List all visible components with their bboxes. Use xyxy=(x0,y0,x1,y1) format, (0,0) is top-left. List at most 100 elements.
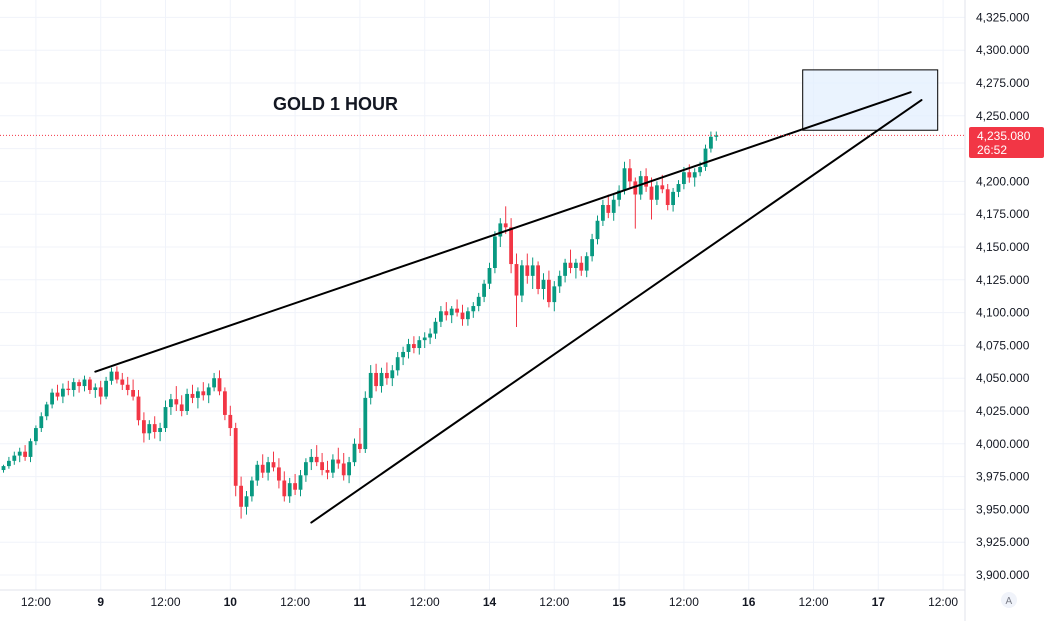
x-tick-label: 12:00 xyxy=(928,595,958,609)
candle xyxy=(34,425,38,446)
candle xyxy=(606,194,611,219)
candle xyxy=(304,458,308,482)
candle-body xyxy=(217,378,222,392)
x-tick-label: 11 xyxy=(354,595,367,609)
candle xyxy=(223,387,227,421)
candle xyxy=(196,387,200,409)
x-tick-label: 16 xyxy=(742,595,756,609)
candle xyxy=(595,215,600,245)
candle-body xyxy=(579,262,584,271)
candle xyxy=(590,233,594,262)
candle-body xyxy=(212,378,216,388)
candle-body xyxy=(649,186,654,200)
y-tick-label: 4,325.000 xyxy=(976,10,1030,24)
candle-body xyxy=(206,387,211,396)
target-box[interactable] xyxy=(802,69,939,131)
candle xyxy=(309,449,314,471)
last-price-label: 4,235.080 xyxy=(977,129,1031,143)
candle-body xyxy=(131,390,135,397)
candle xyxy=(347,456,351,484)
candle xyxy=(201,382,206,401)
candle-body xyxy=(201,391,206,396)
candle-body xyxy=(228,414,233,429)
candle xyxy=(39,412,44,432)
auto-scale-label[interactable]: A xyxy=(1006,596,1013,607)
candle xyxy=(93,383,98,398)
candle-body xyxy=(44,404,49,417)
candle xyxy=(61,383,65,404)
candle-body xyxy=(266,462,270,473)
candle-body xyxy=(433,321,438,334)
candle-body xyxy=(444,311,449,316)
candle-body xyxy=(601,205,605,221)
candle xyxy=(476,292,481,312)
candle xyxy=(622,161,627,195)
candle-body xyxy=(563,262,567,276)
x-tick-label: 17 xyxy=(872,595,886,609)
x-tick-label: 9 xyxy=(97,595,104,609)
candle-body xyxy=(223,391,227,415)
candle xyxy=(428,328,432,345)
candle xyxy=(493,231,497,274)
candle xyxy=(563,258,567,283)
candle xyxy=(536,261,540,295)
y-tick-label: 4,200.000 xyxy=(976,174,1030,188)
candle-body xyxy=(352,443,357,463)
candle xyxy=(228,405,233,436)
candle xyxy=(433,317,438,339)
candle-body xyxy=(633,181,638,195)
candle-body xyxy=(660,185,665,190)
upper-wedge-line[interactable] xyxy=(94,91,912,373)
y-tick-label: 4,125.000 xyxy=(976,273,1030,287)
candle-body xyxy=(174,399,179,405)
candle-body xyxy=(185,393,189,411)
candle-body xyxy=(547,279,551,303)
candle xyxy=(665,184,670,211)
candle-body xyxy=(395,357,400,371)
candle xyxy=(298,470,303,497)
candle xyxy=(385,362,389,385)
candle xyxy=(460,304,465,326)
candle xyxy=(520,260,524,303)
candle xyxy=(703,144,708,171)
candle xyxy=(131,379,135,401)
candle-body xyxy=(158,428,162,432)
candle-body xyxy=(530,265,535,276)
candle-body xyxy=(687,172,692,178)
candle-body xyxy=(39,416,44,429)
candle xyxy=(574,258,578,279)
time-axis[interactable]: 12:00 9 12:00 10 12:00 11 12:00 14 12:00 15 12:00 1… xyxy=(21,595,959,609)
candle xyxy=(179,395,184,417)
candle-body xyxy=(239,485,243,507)
candle-body xyxy=(7,460,11,467)
auto-scale-button[interactable]: A xyxy=(1001,592,1017,608)
candle-body xyxy=(525,265,530,276)
candle-body xyxy=(714,135,719,137)
lower-wedge-line[interactable] xyxy=(310,99,923,524)
candle xyxy=(125,376,130,396)
y-tick-label: 4,275.000 xyxy=(976,76,1030,90)
candle-body xyxy=(590,239,594,257)
y-tick-label: 4,050.000 xyxy=(976,371,1030,385)
candle-body xyxy=(595,220,600,240)
auto-scale-circle[interactable] xyxy=(1001,592,1017,608)
y-tick-label: 4,300.000 xyxy=(976,43,1030,57)
price-axis[interactable]: 3,900.000 3,925.000 3,950.000 3,975.000 4,00… xyxy=(976,10,1030,582)
candle-body xyxy=(190,393,195,398)
candle xyxy=(557,270,562,293)
candle-body xyxy=(644,176,648,187)
candle-body xyxy=(466,311,470,320)
candle-body xyxy=(320,462,324,471)
candle-body xyxy=(336,459,341,464)
candle-body xyxy=(50,392,54,405)
candle xyxy=(250,476,254,502)
candle-body xyxy=(385,372,389,379)
candle xyxy=(282,471,287,502)
candle xyxy=(471,302,476,318)
trendlines xyxy=(94,91,923,524)
candle-body xyxy=(347,462,351,476)
candle xyxy=(611,194,616,221)
candle-body xyxy=(671,191,675,206)
